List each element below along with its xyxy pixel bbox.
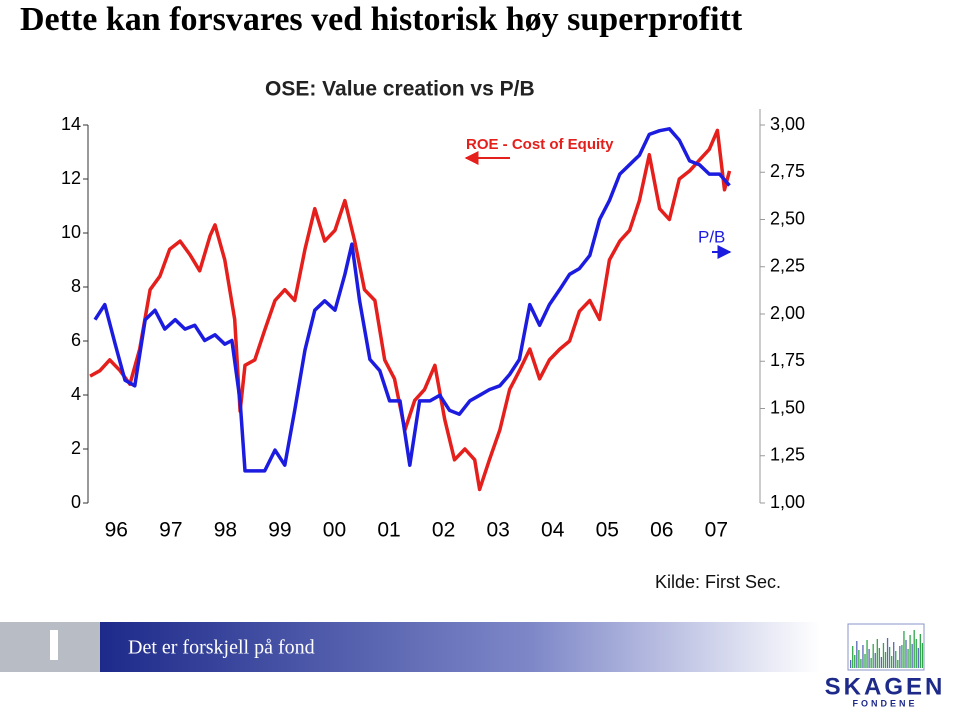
y2-tick-label: 1,00 (770, 492, 805, 512)
x-tick-label: 96 (105, 519, 128, 542)
footer-band (100, 622, 820, 672)
logo-bar (913, 630, 915, 668)
y2-tick-label: 2,25 (770, 256, 805, 276)
x-tick-label: 98 (214, 519, 237, 542)
logo-bar (921, 643, 924, 668)
logo-bar (870, 658, 872, 668)
logo-bar (886, 638, 889, 668)
footer-tagline: Det er forskjell på fond (128, 637, 315, 659)
logo-sub: FONDENE (852, 698, 917, 708)
logo-bar (907, 649, 909, 668)
slide-title: Dette kan forsvares ved historisk høy su… (20, 1, 743, 38)
series-line (93, 127, 731, 473)
y2-tick-label: 2,50 (770, 208, 805, 228)
y2-tick-label: 1,25 (770, 445, 805, 465)
logo-bar (856, 641, 858, 668)
logo-bar (891, 656, 893, 668)
source: Kilde: First Sec. (655, 572, 781, 592)
logo-bar (858, 650, 860, 668)
logo-bar (895, 651, 897, 668)
lighthouse (50, 630, 58, 660)
legend-label: ROE - Cost of Equity (466, 136, 614, 153)
y2-tick-label: 2,75 (770, 161, 805, 181)
y2-tick-label: 1,50 (770, 397, 805, 417)
x-tick-label: 07 (705, 519, 728, 542)
y2-tick-label: 1,75 (770, 350, 805, 370)
logo-bar (897, 660, 899, 668)
y-tick-label: 14 (61, 114, 81, 134)
logo-bar (850, 660, 852, 668)
y-tick-label: 4 (71, 384, 81, 404)
logo-bar (905, 640, 907, 668)
logo-bar (878, 648, 880, 668)
logo-bar (868, 649, 870, 668)
x-tick-label: 01 (377, 519, 400, 542)
logo: SKAGEN (825, 673, 946, 700)
x-tick-label: 06 (650, 519, 673, 542)
logo-frame (847, 623, 925, 671)
x-tick-label: 00 (323, 519, 346, 542)
logo-bar (854, 655, 856, 668)
logo-bar (852, 646, 854, 668)
logo-bar (882, 643, 885, 668)
logo-bar (911, 644, 913, 668)
y-tick-label: 2 (71, 438, 81, 458)
logo-bar (864, 654, 866, 668)
x-tick-label: 99 (268, 519, 291, 542)
logo-bar (903, 631, 905, 668)
logo-graphic (847, 623, 925, 671)
y2-tick-label: 2,00 (770, 303, 805, 323)
y-tick-label: 12 (61, 168, 81, 188)
logo-bar (874, 653, 876, 668)
logo-bar (899, 646, 901, 668)
logo-bar (901, 645, 903, 668)
chart-title: OSE: Value creation vs P/B (265, 78, 535, 101)
y-tick-label: 0 (71, 492, 81, 512)
logo-bar (893, 642, 895, 668)
logo-bar (866, 640, 868, 668)
logo-bar (862, 645, 864, 668)
y-tick-label: 8 (71, 276, 81, 296)
logo-bar (860, 659, 862, 668)
logo-bar (915, 639, 917, 668)
logo-bar (888, 647, 891, 668)
logo-bar (917, 648, 919, 668)
logo-bar (876, 639, 878, 668)
x-tick-label: 05 (596, 519, 619, 542)
logo-bar (884, 652, 887, 668)
logo-bar (872, 644, 874, 668)
logo-bar (919, 634, 921, 668)
x-tick-label: 04 (541, 519, 565, 542)
logo-bar (880, 657, 883, 668)
x-tick-label: 97 (159, 519, 182, 542)
y2-tick-label: 3,00 (770, 114, 805, 134)
logo-bar (909, 635, 911, 668)
x-tick-label: 03 (486, 519, 509, 542)
y-tick-label: 6 (71, 330, 81, 350)
series-line (89, 128, 732, 492)
x-tick-label: 02 (432, 519, 455, 542)
y-tick-label: 10 (61, 222, 81, 242)
legend-label: P/B (698, 227, 725, 246)
